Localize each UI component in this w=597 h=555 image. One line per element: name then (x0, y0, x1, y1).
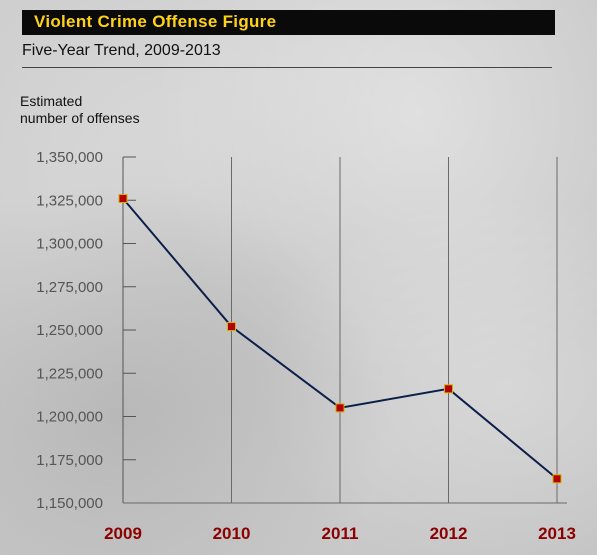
y-tick-label: 1,150,000 (36, 495, 103, 512)
x-tick-label: 2012 (430, 524, 468, 543)
y-axis-label-line-1: Estimated (20, 93, 83, 109)
y-tick-label: 1,175,000 (36, 452, 103, 469)
data-point (444, 384, 453, 394)
chart-title: Violent Crime Offense Figure (34, 12, 277, 31)
data-point (335, 403, 345, 413)
y-tick-label: 1,300,000 (36, 236, 103, 253)
y-tick-label: 1,200,000 (36, 409, 103, 426)
y-axis-label: Estimated number of offenses (20, 93, 220, 127)
x-tick-label: 2010 (213, 524, 251, 543)
data-point (552, 474, 562, 484)
x-tick-label: 2009 (104, 524, 142, 543)
title-bar: Violent Crime Offense Figure (22, 10, 555, 35)
y-axis-label-line-2: number of offenses (20, 110, 140, 126)
y-tick-label: 1,225,000 (36, 365, 103, 382)
x-tick-label: 2013 (538, 524, 576, 543)
y-tick-label: 1,275,000 (36, 279, 103, 296)
y-tick-label: 1,350,000 (36, 149, 103, 166)
data-point (227, 322, 236, 332)
y-tick-label: 1,250,000 (36, 322, 103, 339)
y-tick-label: 1,325,000 (36, 192, 103, 209)
data-point (118, 194, 128, 204)
chart-subtitle: Five-Year Trend, 2009-2013 (22, 42, 221, 59)
x-tick-label: 2011 (322, 524, 359, 543)
divider (22, 67, 552, 68)
